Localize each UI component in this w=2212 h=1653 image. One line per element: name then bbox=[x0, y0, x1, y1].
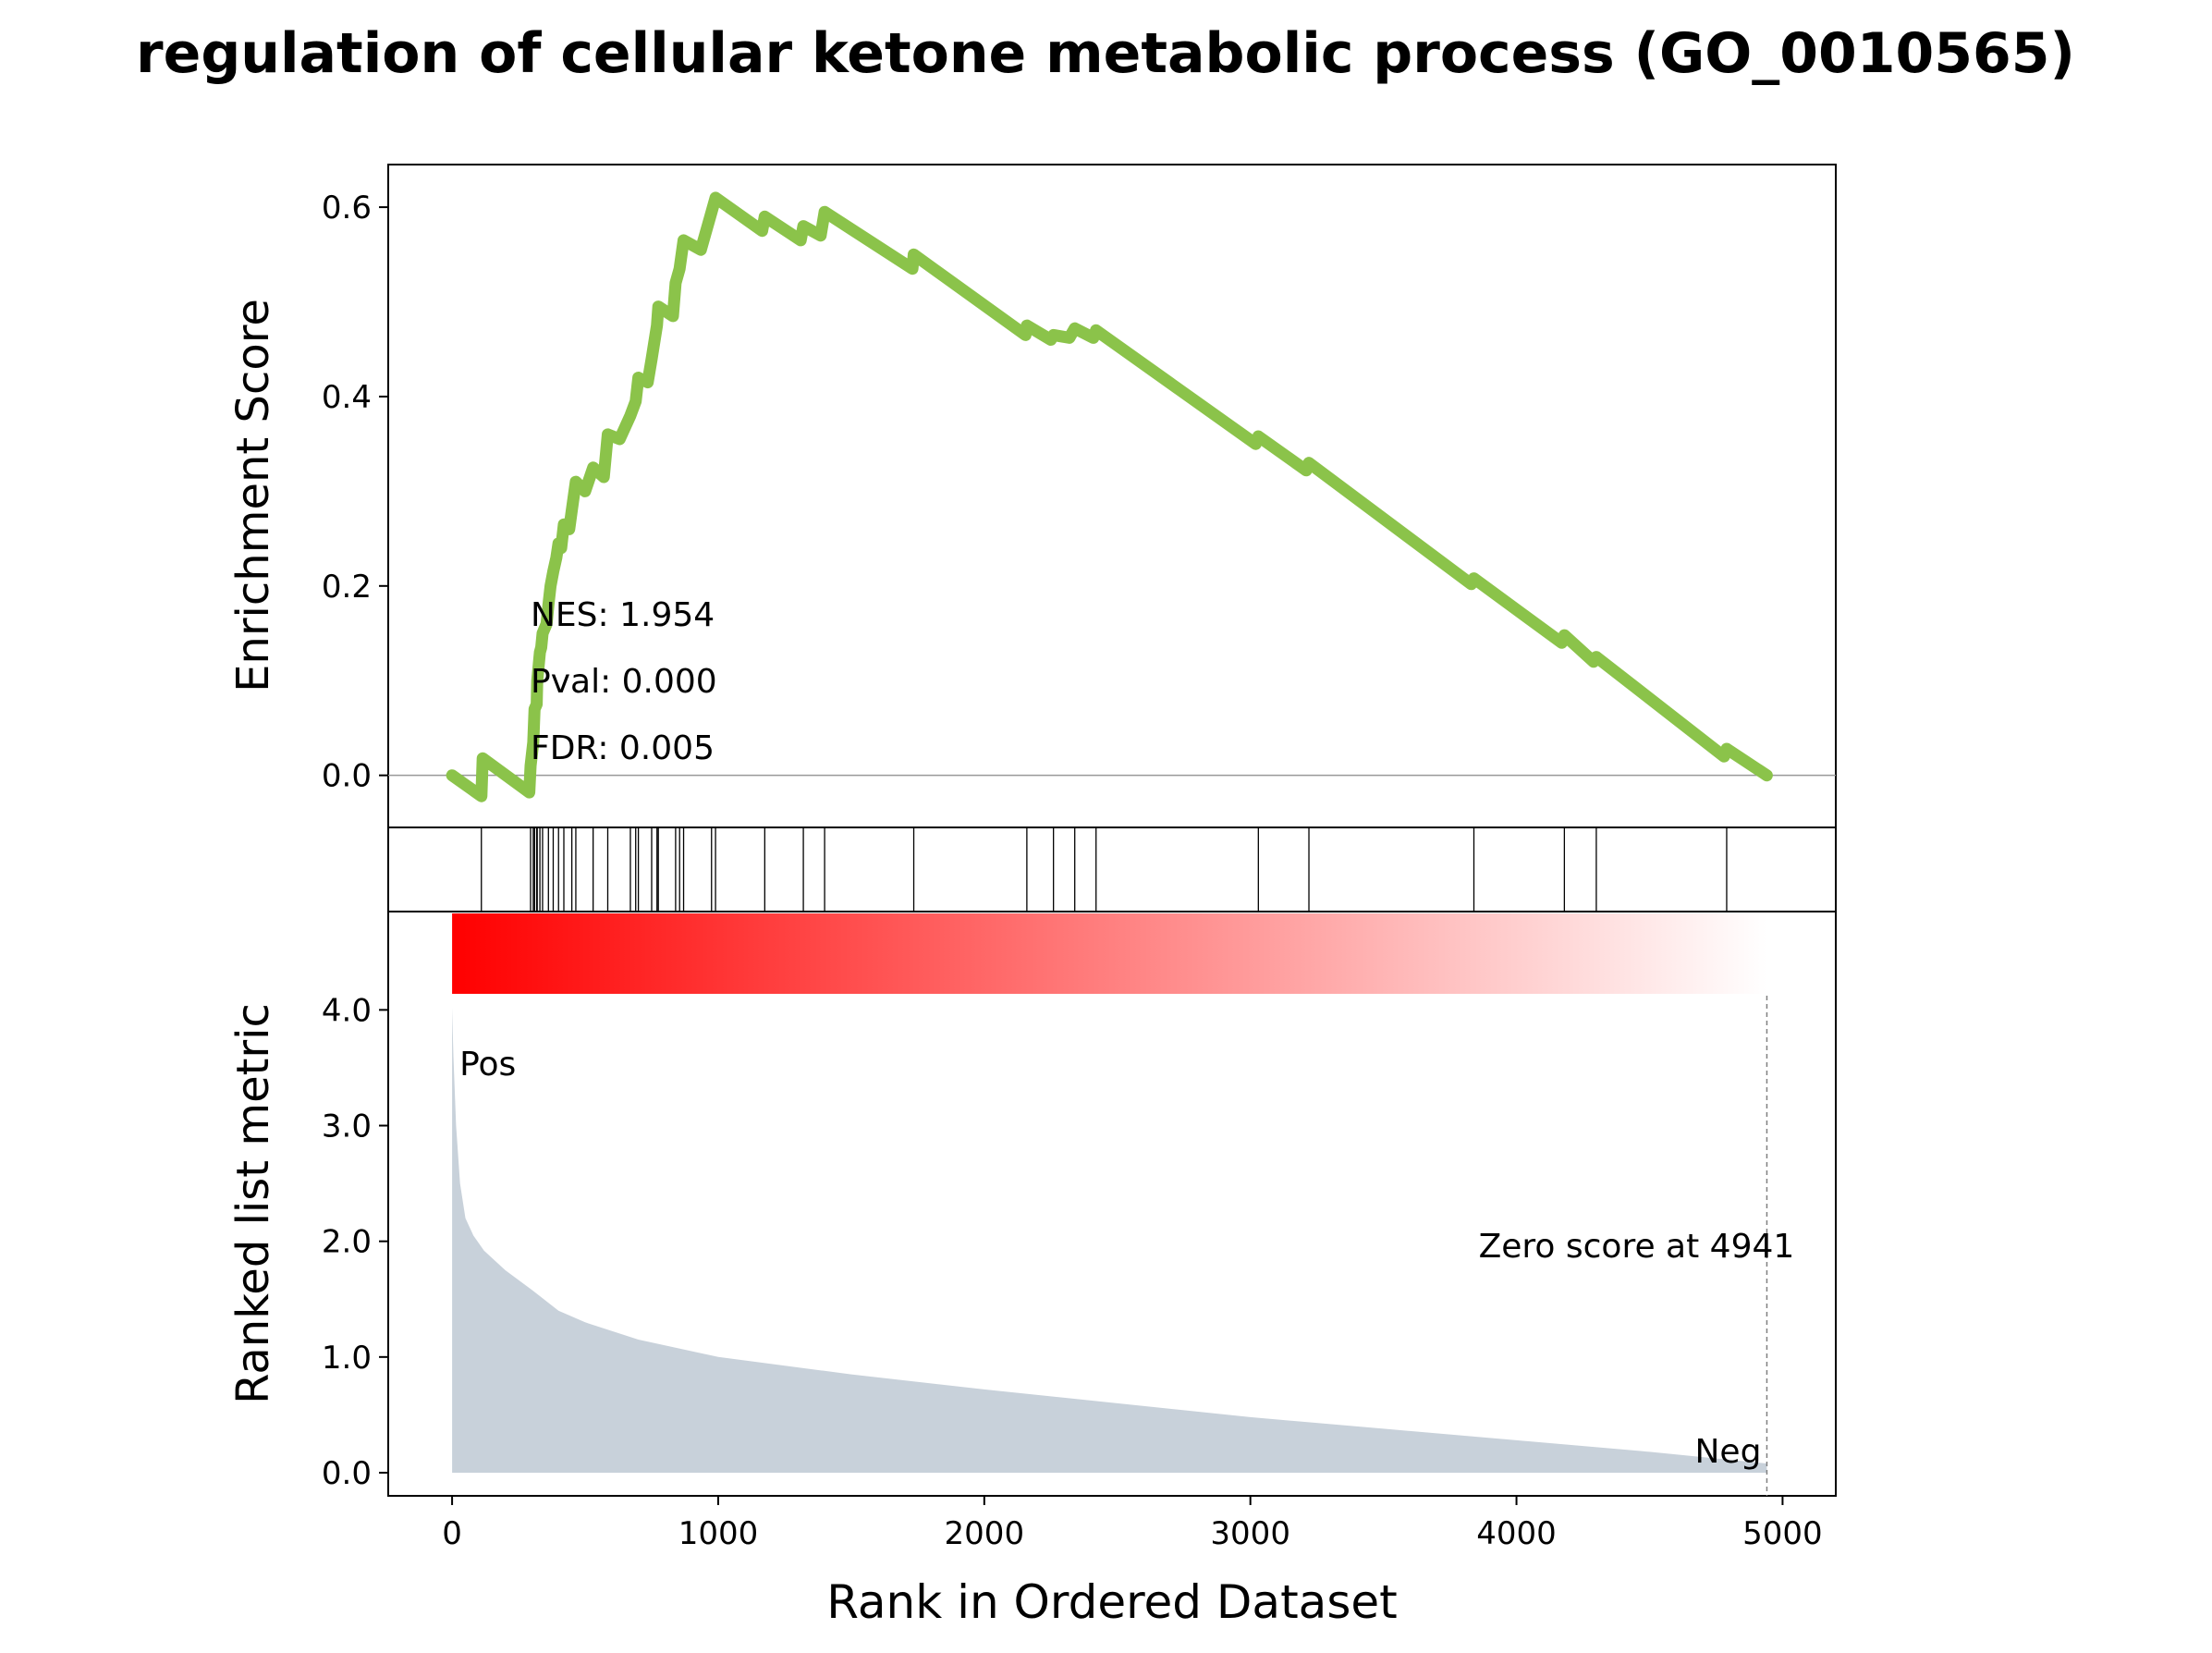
x-tick-label: 4000 bbox=[1476, 1515, 1557, 1552]
x-axis-ticks: 0 1000 2000 3000 4000 5000 bbox=[442, 1496, 1823, 1552]
ranked-y-tick-label: 0.0 bbox=[322, 1455, 372, 1492]
x-tick-label: 0 bbox=[442, 1515, 462, 1552]
ranked-y-tick-label: 3.0 bbox=[322, 1108, 372, 1145]
pos-label: Pos bbox=[459, 1046, 516, 1084]
hits-plot-frame bbox=[387, 826, 1837, 912]
nes-stat: NES: 1.954 bbox=[531, 596, 715, 634]
chart-title: regulation of cellular ketone metabolic … bbox=[136, 21, 2075, 86]
hit-markers bbox=[481, 827, 1728, 912]
ranked-y-tick-label: 4.0 bbox=[322, 992, 372, 1029]
enrichment-y-tick-label: 0.6 bbox=[322, 190, 372, 227]
enrichment-panel: 0.0 0.2 0.4 0.6 Enrichment Score NES: 1.954… bbox=[227, 164, 1837, 828]
enrichment-y-ticks: 0.0 0.2 0.4 0.6 bbox=[322, 190, 388, 795]
ranked-metric-area bbox=[452, 1007, 1767, 1473]
enrichment-score-line bbox=[446, 191, 1773, 802]
fdr-stat: FDR: 0.005 bbox=[531, 729, 715, 767]
enrichment-y-tick-label: 0.4 bbox=[322, 379, 372, 416]
enrichment-y-tick-label: 0.2 bbox=[322, 569, 372, 606]
x-tick-label: 3000 bbox=[1210, 1515, 1290, 1552]
x-tick-label: 5000 bbox=[1742, 1515, 1823, 1552]
ranked-plot-frame bbox=[387, 911, 1837, 1497]
ranked-y-label: Ranked list metric bbox=[227, 1003, 279, 1404]
pval-stat: Pval: 0.000 bbox=[531, 663, 717, 701]
x-axis-label: Rank in Ordered Dataset bbox=[826, 1575, 1397, 1629]
x-tick-label: 2000 bbox=[945, 1515, 1025, 1552]
ranked-heat-bar bbox=[452, 913, 1767, 994]
ranked-y-ticks: 0.0 1.0 2.0 3.0 4.0 bbox=[322, 992, 388, 1492]
enrichment-y-label: Enrichment Score bbox=[227, 299, 279, 692]
ranked-y-tick-label: 2.0 bbox=[322, 1224, 372, 1261]
zero-score-label: Zero score at 4941 bbox=[1479, 1228, 1795, 1266]
ranked-panel: Zero score at 4941 Pos Neg 0.0 1.0 2.0 3.0 4… bbox=[227, 911, 1837, 1497]
enrichment-y-tick-label: 0.0 bbox=[322, 758, 372, 795]
neg-label: Neg bbox=[1695, 1433, 1762, 1471]
ranked-y-tick-label: 1.0 bbox=[322, 1340, 372, 1377]
x-tick-label: 1000 bbox=[678, 1515, 759, 1552]
hits-panel bbox=[387, 826, 1837, 912]
enrichment-plot-frame bbox=[387, 164, 1837, 828]
